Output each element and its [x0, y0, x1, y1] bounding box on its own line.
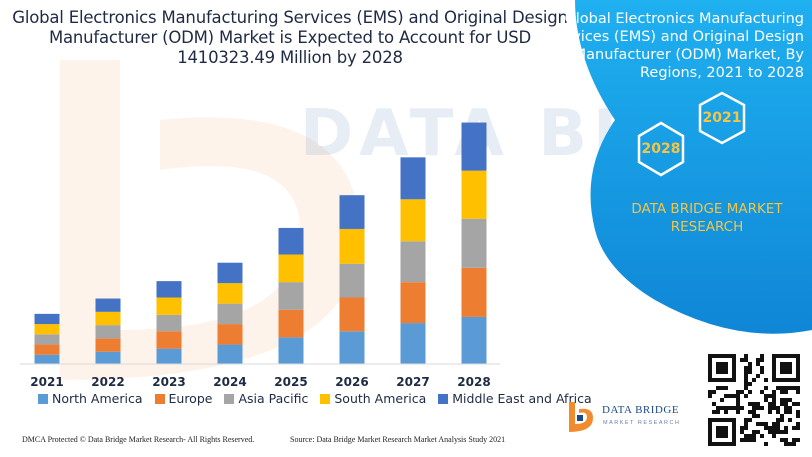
bar-2024-south-america: [217, 283, 243, 304]
x-tick-label-2022: 2022: [91, 375, 124, 389]
bar-2024-north-america: [217, 344, 243, 364]
legend-item-asia-pacific: Asia Pacific: [224, 391, 308, 406]
hexagon-2021-icon: [698, 91, 746, 145]
x-tick-label-2021: 2021: [30, 375, 63, 389]
footer-copyright: DMCA Protected © Data Bridge Market Rese…: [22, 435, 255, 444]
legend-label-north-america: North America: [52, 391, 143, 406]
bar-2022-europe: [95, 338, 121, 352]
legend-label-asia-pacific: Asia Pacific: [238, 391, 309, 406]
bar-2022-south-america: [95, 311, 121, 326]
bar-2028-middle-east-and-africa: [461, 122, 487, 171]
bar-2023-europe: [156, 331, 182, 349]
hexagon-start-year: 2021: [702, 110, 742, 126]
bar-2021-north-america: [34, 354, 60, 364]
bar-2028-europe: [461, 267, 487, 317]
bar-2028-asia-pacific: [461, 218, 487, 268]
data-bridge-logo-icon: [569, 402, 593, 432]
bar-2025-north-america: [278, 337, 304, 364]
brand-text: DATA BRIDGE MARKET RESEARCH: [631, 201, 783, 235]
legend-item-europe: Europe: [154, 391, 213, 406]
legend-label-europe: Europe: [168, 391, 213, 406]
bar-2021-europe: [34, 344, 60, 355]
legend-swatch-middle-east-africa: [438, 393, 449, 404]
bar-2028-south-america: [461, 170, 487, 219]
legend-label-south-america: South America: [334, 391, 427, 406]
legend-item-north-america: North America: [38, 391, 143, 406]
x-tick-label-2026: 2026: [335, 375, 368, 389]
bar-2021-asia-pacific: [34, 334, 60, 345]
bar-2027-south-america: [400, 199, 426, 242]
bar-2025-south-america: [278, 254, 304, 283]
bar-2026-europe: [339, 297, 365, 332]
side-panel-shape: [575, 0, 812, 334]
bar-2024-asia-pacific: [217, 303, 243, 325]
x-tick-label-2028: 2028: [457, 375, 490, 389]
bar-2026-north-america: [339, 331, 365, 364]
bar-2023-middle-east-and-africa: [156, 281, 182, 298]
legend-swatch-north-america: [38, 393, 48, 404]
bar-2028-north-america: [461, 316, 487, 364]
bar-2027-europe: [400, 282, 426, 324]
bar-2026-asia-pacific: [339, 263, 365, 298]
bar-2022-middle-east-and-africa: [95, 298, 121, 312]
chart-legend: North America Europe Asia Pacific South …: [38, 391, 592, 406]
bar-2024-europe: [217, 324, 243, 345]
chart-title: Global Electronics Manufacturing Service…: [12, 8, 568, 67]
hexagon-2028-icon: [637, 121, 685, 177]
bar-2025-asia-pacific: [278, 282, 304, 310]
bar-2022-north-america: [95, 351, 121, 364]
bar-2025-middle-east-and-africa: [278, 227, 304, 255]
bar-2023-asia-pacific: [156, 314, 182, 332]
bar-2027-north-america: [400, 323, 426, 364]
side-panel-title: Global Electronics Manufacturing Service…: [548, 11, 804, 81]
x-tick-label-2027: 2027: [396, 375, 429, 389]
legend-label-middle-east-africa: Middle East and Africa: [452, 391, 592, 406]
bar-2021-middle-east-and-africa: [34, 313, 60, 325]
logo-subtitle: MARKET RESEARCH: [603, 420, 681, 426]
qr-code-icon: [708, 354, 800, 446]
legend-item-south-america: South America: [320, 391, 426, 406]
bar-2026-south-america: [339, 228, 365, 264]
stacked-bar-chart: 2021 2022 2023 2024 2025 2026 2027 2028: [20, 122, 500, 389]
bar-2023-north-america: [156, 348, 182, 364]
x-tick-label-2023: 2023: [152, 375, 185, 389]
bar-2022-asia-pacific: [95, 325, 121, 339]
legend-swatch-europe: [154, 393, 165, 404]
bar-2023-south-america: [156, 297, 182, 315]
footer-source: Source: Data Bridge Market Research Mark…: [290, 435, 506, 444]
legend-swatch-asia-pacific: [224, 393, 235, 404]
x-tick-label-2025: 2025: [274, 375, 307, 389]
hexagon-end-year: 2028: [641, 141, 681, 157]
legend-item-middle-east-africa: Middle East and Africa: [438, 391, 592, 406]
side-panel-background: [575, 0, 812, 334]
logo-name: DATA BRIDGE: [602, 404, 680, 416]
legend-swatch-south-america: [320, 393, 331, 404]
bar-2025-europe: [278, 309, 304, 338]
x-tick-label-2024: 2024: [213, 375, 246, 389]
bar-2024-middle-east-and-africa: [217, 262, 243, 284]
bar-2027-asia-pacific: [400, 241, 426, 283]
bar-2021-south-america: [34, 324, 60, 335]
bar-2027-middle-east-and-africa: [400, 157, 426, 200]
bar-2026-middle-east-and-africa: [339, 195, 365, 229]
